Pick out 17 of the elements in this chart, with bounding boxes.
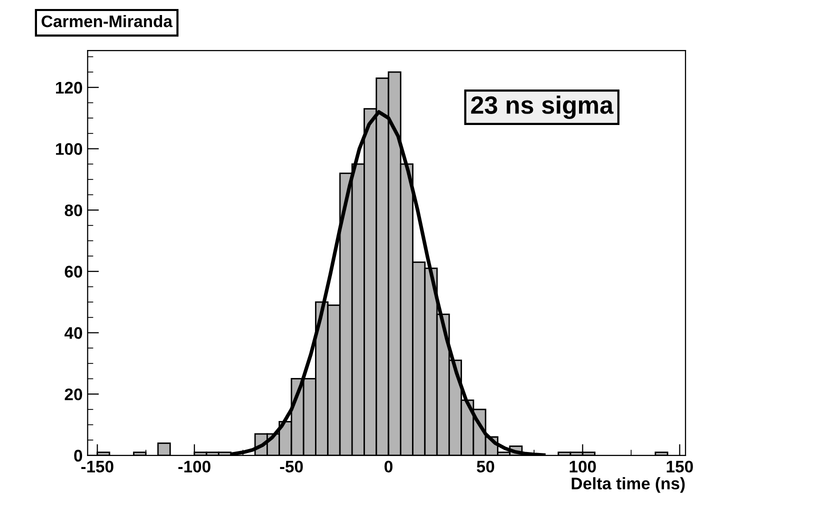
- x-tick-label: 0: [384, 460, 392, 473]
- chart-title: Carmen-Miranda: [42, 15, 173, 28]
- x-axis-title: Delta time (ns): [572, 477, 685, 493]
- x-tick-label: 150: [666, 460, 693, 473]
- x-tick-label: -50: [280, 460, 303, 473]
- y-tick-label: 20: [64, 388, 82, 400]
- annotation: 23 ns sigma: [471, 96, 614, 119]
- y-tick-label: 60: [64, 266, 82, 278]
- y-tick-label: 100: [56, 143, 82, 155]
- x-tick-label: -100: [178, 460, 210, 473]
- x-tick-label: 50: [476, 460, 494, 473]
- y-tick-label: 0: [74, 450, 82, 462]
- y-tick-label: 80: [64, 204, 82, 216]
- x-tick-label: 100: [570, 460, 596, 473]
- x-tick-label: -150: [81, 460, 114, 473]
- y-tick-label: 40: [64, 327, 82, 339]
- y-tick-label: 120: [56, 82, 82, 94]
